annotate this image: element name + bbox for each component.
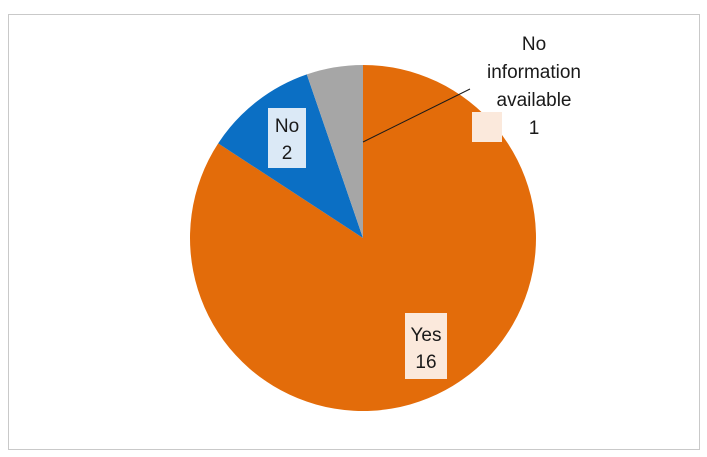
data-label-no: No 2: [268, 108, 306, 168]
data-label-no-name: No: [275, 116, 299, 137]
data-label-yes-background: [405, 313, 447, 379]
data-label-no-information-value: 1: [529, 118, 540, 139]
leader-line-no-information: [362, 88, 471, 143]
data-label-yes-name: Yes: [411, 325, 442, 346]
data-label-yes-value: 16: [415, 352, 436, 373]
data-label-no-information-line2: information: [487, 62, 581, 83]
data-label-no-value: 2: [282, 143, 293, 164]
data-label-yes: Yes 16: [405, 313, 447, 379]
data-label-no-background: [268, 108, 306, 168]
data-label-no-information-line1: No: [522, 34, 546, 55]
data-label-no-information-background: [472, 112, 502, 142]
data-label-no-information-line3: available: [497, 90, 572, 111]
pie-slice-no-information-available: [306, 65, 363, 238]
data-label-no-information: No information available 1: [487, 34, 581, 139]
pie-slice-yes: [190, 65, 537, 411]
